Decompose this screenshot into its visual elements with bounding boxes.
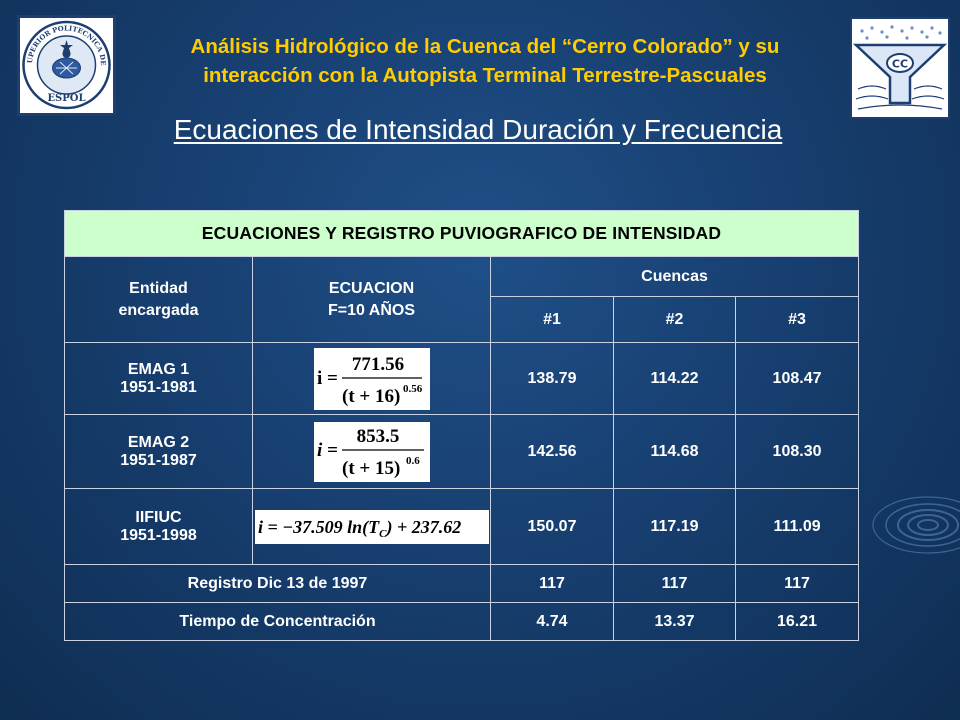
value-cell: 138.79 [490, 342, 614, 415]
col-header-entity: Entidad encargada [64, 256, 253, 343]
table-row: Tiempo de Concentración 4.74 13.37 16.21 [64, 602, 860, 641]
table-row: EMAG 2 1951-1987 i = 853.5 (t + 15) 0.6 … [64, 414, 860, 489]
value-cell: 114.22 [613, 342, 736, 415]
svg-text:i = −37.509 ln(TC) + 237.62: i = −37.509 ln(TC) + 237.62 [258, 517, 461, 540]
presentation-title: Análisis Hidrológico de la Cuenca del “C… [125, 32, 845, 90]
table-row: Registro Dic 13 de 1997 117 117 117 [64, 564, 860, 603]
svg-text:(t + 15): (t + 15) [342, 458, 400, 479]
value-cell: 117 [613, 564, 736, 603]
value-cell: 108.30 [734, 414, 860, 489]
value-cell: 108.47 [734, 342, 860, 415]
value-cell: 117 [734, 564, 860, 603]
slide-subtitle: Ecuaciones de Intensidad Duración y Frec… [173, 114, 783, 145]
title-line-1: Análisis Hidrológico de la Cuenca del “C… [190, 35, 780, 58]
svg-text:0.56: 0.56 [403, 383, 423, 395]
funnel-logo-icon: CC [852, 19, 948, 117]
equation-cell: i = 771.56 (t + 16) 0.56 [252, 342, 491, 415]
intensity-table: ECUACIONES Y REGISTRO PUVIOGRAFICO DE IN… [63, 210, 860, 641]
basin-header-2: #2 [613, 296, 736, 343]
formula-image: i = −37.509 ln(TC) + 237.62 [254, 509, 489, 544]
value-cell: 16.21 [734, 602, 860, 641]
table-title: ECUACIONES Y REGISTRO PUVIOGRAFICO DE IN… [63, 210, 860, 257]
formula-image: i = 853.5 (t + 15) 0.6 [313, 421, 430, 482]
col-header-basins: Cuencas [489, 256, 860, 297]
value-cell: 117 [490, 564, 614, 603]
equation-cell: i = 853.5 (t + 15) 0.6 [252, 414, 491, 489]
espol-seal-icon: ESCUELA SUPERIOR POLITECNICA DEL LITORAL… [16, 12, 111, 110]
value-cell: 4.74 [490, 602, 614, 641]
entity-cell: EMAG 1 1951-1981 [64, 342, 253, 415]
entity-name: EMAG 2 [127, 433, 190, 451]
svg-text:771.56: 771.56 [351, 354, 403, 375]
cc-logo: CC [850, 17, 950, 119]
entity-period: 1951-1981 [120, 378, 197, 396]
entity-cell: EMAG 2 1951-1987 [64, 414, 253, 489]
basin-header-1: #1 [490, 296, 614, 343]
entity-cell: IIFIUC 1951-1998 [64, 488, 253, 565]
svg-text:(t + 16): (t + 16) [342, 386, 400, 407]
value-cell: 142.56 [490, 414, 614, 489]
value-cell: 150.07 [490, 488, 614, 565]
basin-header-3: #3 [734, 296, 860, 343]
equation-cell: i = −37.509 ln(TC) + 237.62 [252, 488, 491, 565]
svg-text:853.5: 853.5 [356, 426, 399, 447]
value-cell: 111.09 [734, 488, 860, 565]
svg-text:i =: i = [317, 440, 338, 461]
espol-logo: ESCUELA SUPERIOR POLITECNICA DEL LITORAL… [16, 12, 116, 116]
water-ripple-icon [872, 496, 960, 554]
entity-period: 1951-1987 [120, 451, 197, 469]
table-row: EMAG 1 1951-1981 i = 771.56 (t + 16) 0.5… [64, 342, 860, 415]
value-cell: 117.19 [613, 488, 736, 565]
entity-name: EMAG 1 [127, 360, 190, 378]
logo-cc-text: CC [892, 58, 908, 71]
table-row: IIFIUC 1951-1998 i = −37.509 ln(TC) + 23… [64, 488, 860, 565]
formula-image: i = 771.56 (t + 16) 0.56 [313, 347, 430, 410]
value-cell: 114.68 [613, 414, 736, 489]
col-header-equation: ECUACION F=10 AÑOS [252, 256, 491, 343]
svg-text:i =: i = [317, 368, 338, 389]
entity-period: 1951-1998 [120, 526, 197, 544]
title-line-2: interacción con la Autopista Terminal Te… [203, 64, 767, 87]
record-label: Registro Dic 13 de 1997 [64, 564, 491, 603]
concentration-label: Tiempo de Concentración [64, 602, 491, 641]
entity-name: IIFIUC [135, 508, 182, 526]
seal-bottom-text: ESPOL [47, 93, 85, 104]
value-cell: 13.37 [613, 602, 736, 641]
svg-text:0.6: 0.6 [406, 455, 420, 467]
